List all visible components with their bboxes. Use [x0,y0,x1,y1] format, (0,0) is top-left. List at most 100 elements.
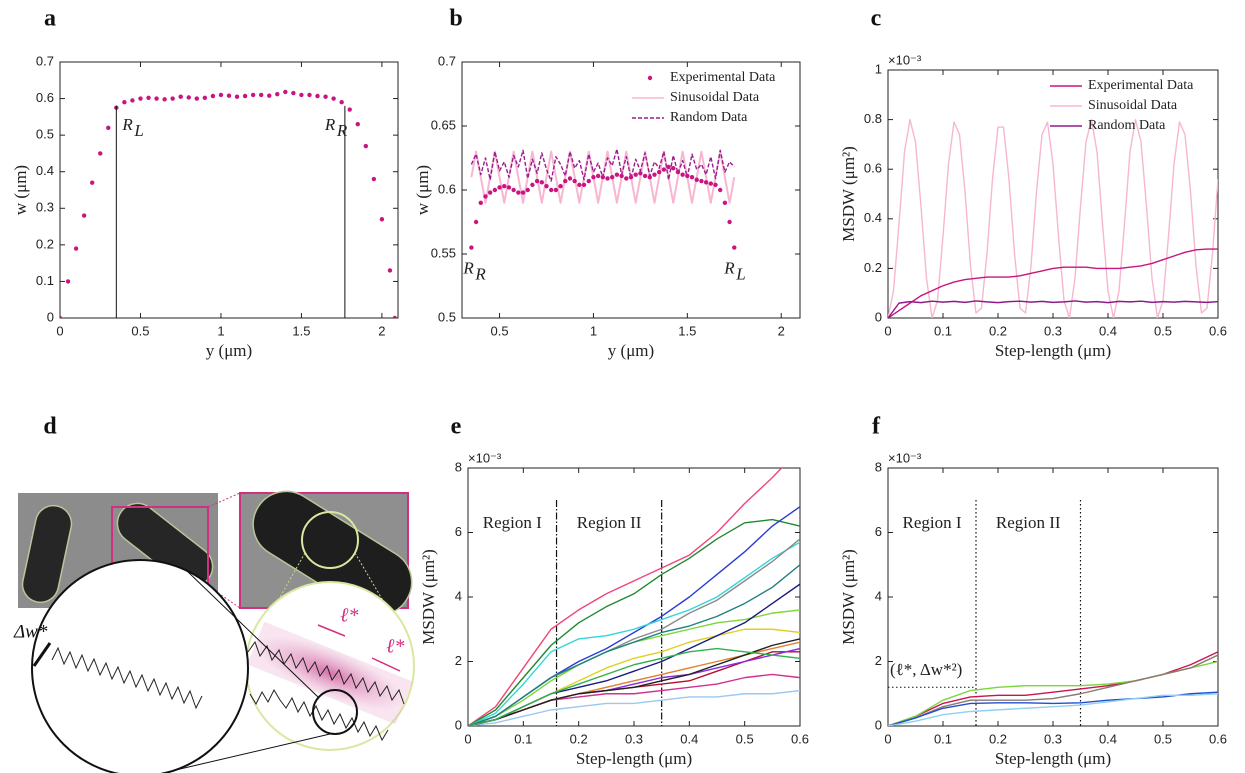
data-point [218,92,224,98]
data-point [315,93,320,99]
edge [51,646,203,710]
data-point [610,175,615,180]
y-tick-label: 1 [875,61,882,76]
series-line [468,647,800,726]
x-tick-label: 0.5 [736,731,754,746]
y-tick-label: 8 [875,459,882,474]
data-point [162,97,167,102]
x-tick-label: 0 [884,323,891,338]
y-tick-label: 6 [455,524,462,539]
x-tick-label: 2 [778,323,785,338]
x-tick-label: 0.5 [1154,323,1172,338]
y-tick-label: 6 [875,524,882,539]
x-tick-label: 0.1 [934,731,952,746]
legend: Experimental Data Sinusoidal Data Random D… [632,70,776,125]
zoom-circle [301,511,359,569]
data-point [186,95,191,100]
legend-label: Experimental Data [1088,78,1194,93]
chart: b0.5 1 1.5 20.50.550.60.650.7y (μm)w (μm)R R… [413,6,801,360]
y-tick-label: 0.4 [864,210,882,225]
data-point [605,176,610,181]
data-point [671,166,676,171]
x-tick-label: 0.3 [1044,731,1062,746]
data-point [502,183,507,189]
data-point [642,173,648,179]
y-tick-label: 2 [455,653,462,668]
series-line [888,248,1218,318]
x-tick-label: 0.5 [491,323,509,338]
y-tick-label: 0.5 [36,127,54,142]
y-axis-label: w (μm) [11,165,30,215]
panel-label: e [451,414,462,440]
data-point [577,182,582,188]
data-point [267,93,272,98]
data-point [379,217,385,222]
x-tick-label: 1.5 [292,323,310,338]
ell-label: ℓ* [386,636,404,658]
data-point [210,93,216,99]
x-tick-label: 0.6 [791,731,809,746]
data-point [624,176,629,181]
detail-circle-large [31,559,249,773]
plot-area [888,118,1218,318]
cell [252,490,413,616]
annotation: R [462,259,474,278]
legend-label: Random Data [1088,118,1166,133]
panel-label: b [449,6,462,32]
annotation: R [324,115,336,134]
x-axis-label: y (μm) [206,341,252,360]
series-line [468,564,800,726]
y-tick-label: 0.1 [36,273,54,288]
data-point [478,200,483,205]
data-point [727,219,732,225]
y-multiplier: ×10⁻³ [888,450,922,465]
data-point [619,173,624,179]
y-tick-label: 2 [875,653,882,668]
annotation-sub: L [133,121,143,140]
y-tick-label: 0.55 [431,245,456,260]
data-point [685,173,690,179]
y-multiplier: ×10⁻³ [888,52,922,67]
cell [21,504,73,604]
series-line [888,654,1218,726]
data-point [178,94,183,99]
data-point [347,107,352,112]
data-point [194,96,200,101]
y-tick-label: 0.4 [36,163,54,178]
x-axis-label: Step-length (μm) [576,749,692,768]
data-point [283,89,288,95]
legend: Experimental Data Sinusoidal Data Random D… [1050,78,1194,133]
data-point [323,94,328,99]
data-point [363,143,369,149]
data-point [717,187,723,193]
data-point [708,181,714,186]
y-tick-label: 0.7 [36,53,54,68]
data-point [130,98,135,103]
data-point [250,92,256,98]
data-point [65,279,71,284]
data-point [258,92,264,98]
data-point [647,175,652,180]
data-point [563,178,568,184]
data-point [170,96,175,101]
data-point [525,187,530,193]
data-point [291,90,296,96]
series-line [888,118,1218,318]
data-point [234,94,240,99]
data-point [694,177,699,182]
plot-frame [887,69,1219,319]
data-point [355,121,360,127]
data-point [548,187,554,193]
data-point [572,178,577,184]
plot-area [468,468,800,726]
x-tick-label: 0.4 [680,731,698,746]
data-point [506,185,512,190]
annotation-sub: L [735,265,745,284]
y-tick-label: 4 [455,588,462,603]
y-multiplier: ×10⁻³ [468,450,502,465]
data-point [558,183,563,189]
data-point [154,96,159,101]
series-line [468,638,800,726]
panel-label: a [44,6,56,32]
